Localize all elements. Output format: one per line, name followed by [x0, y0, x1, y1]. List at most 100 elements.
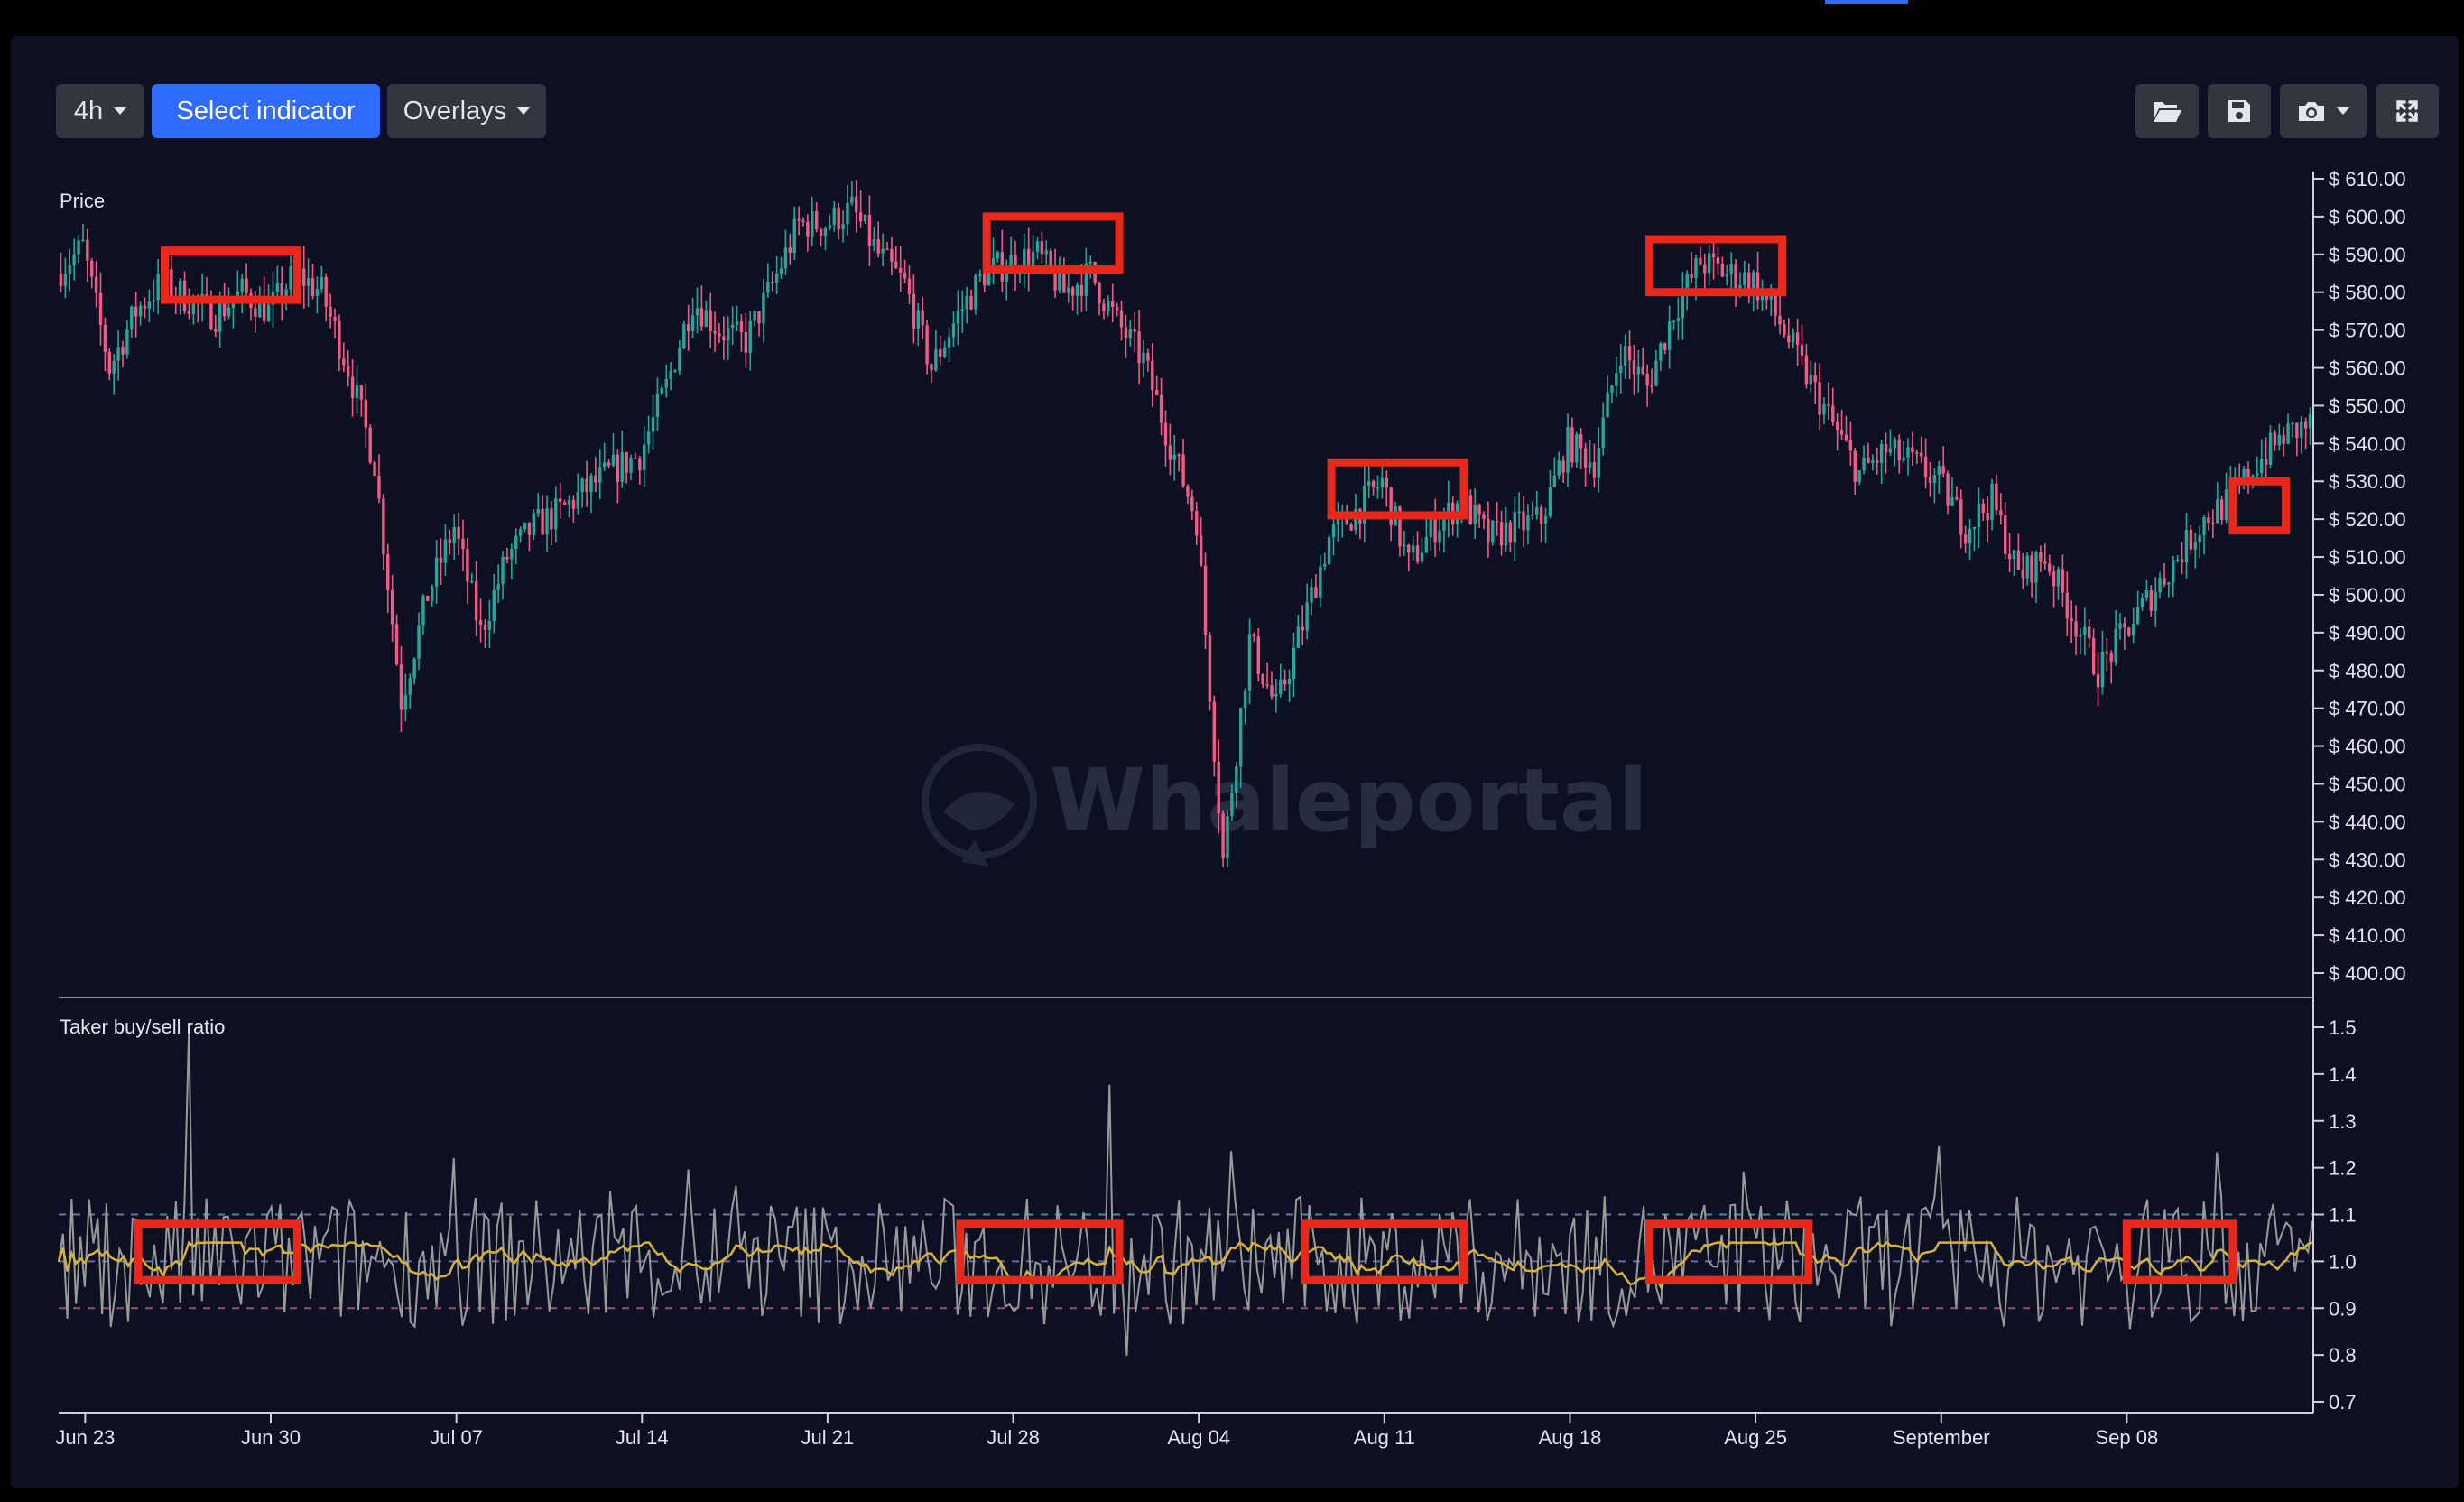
candle-body [368, 427, 372, 463]
candle-body [421, 595, 425, 626]
candle-body [68, 265, 71, 274]
candle-body [2303, 421, 2308, 429]
candle-body [855, 196, 858, 213]
candle-body [921, 310, 924, 326]
chart-toolbar: 4h Select indicator Overlays [11, 36, 2459, 162]
candle-body [1415, 545, 1420, 562]
candle-body [832, 207, 836, 226]
candle-body [1283, 679, 1287, 685]
candle-body [828, 225, 832, 228]
chevron-down-icon [2337, 107, 2349, 115]
candle-body [302, 268, 306, 286]
candle-body [1972, 526, 1977, 530]
candle-body [121, 347, 125, 355]
interval-label: 4h [73, 96, 104, 125]
candle-body [571, 500, 576, 509]
candle-body [2070, 618, 2073, 622]
candle-body [2198, 535, 2201, 542]
candle-body [885, 248, 889, 251]
candle-body [718, 333, 721, 337]
select-indicator-button[interactable]: Select indicator [152, 84, 380, 138]
candle-body [2004, 515, 2007, 554]
overlays-dropdown[interactable]: Overlays [387, 84, 546, 138]
candle-body [1583, 448, 1588, 468]
candle-body [377, 476, 381, 499]
ratio-tick-label: 1.4 [2329, 1063, 2357, 1086]
candle-body [925, 325, 929, 365]
candle-body [1447, 502, 1450, 518]
candle-body [1672, 320, 1676, 323]
candle-body [1261, 673, 1264, 685]
candle-body [2131, 624, 2135, 636]
date-tick-label: Jul 07 [430, 1426, 483, 1449]
candle-body [983, 274, 987, 286]
chevron-down-icon [114, 107, 127, 115]
candle-body [1398, 506, 1402, 547]
candle-body [811, 211, 814, 237]
candle-body [266, 304, 271, 321]
candle-body [1729, 264, 1733, 274]
select-indicator-label: Select indicator [176, 96, 356, 125]
candle-body [1314, 587, 1318, 598]
candle-body [1941, 465, 1945, 474]
candle-body [2167, 582, 2171, 585]
candle-body [289, 266, 292, 290]
ratio-tick-label: 1.3 [2329, 1110, 2357, 1133]
candle-body [125, 329, 129, 355]
candle-body [598, 467, 602, 483]
candle-body [1305, 602, 1309, 631]
screenshot-dropdown[interactable] [2280, 84, 2367, 138]
candle-body [1720, 264, 1725, 277]
open-layout-button[interactable] [2135, 84, 2199, 138]
candle-body [2180, 559, 2184, 562]
candle-body [1694, 257, 1698, 278]
candle-body [1235, 766, 1238, 793]
candle-body [1274, 693, 1278, 697]
ratio-highlight-box [2122, 1219, 2237, 1284]
candle-body [788, 247, 792, 253]
candle-body [1026, 248, 1031, 269]
candle-body [1075, 284, 1079, 296]
price-tick-label: $ 550.00 [2329, 394, 2406, 417]
candle-body [1371, 481, 1376, 487]
candle-body [625, 452, 628, 473]
candle-body [1822, 404, 1826, 415]
candle-body [373, 462, 376, 477]
candle-body [382, 498, 385, 555]
fullscreen-button[interactable] [2376, 84, 2439, 138]
candle-body [461, 538, 465, 550]
candle-body [1301, 626, 1304, 631]
candle-body [1588, 462, 1592, 468]
candle-body [262, 297, 266, 321]
candle-body [1888, 448, 1893, 453]
candle-body [426, 595, 430, 601]
interval-dropdown[interactable]: 4h [56, 84, 144, 138]
candle-body [514, 535, 518, 550]
price-tick-label: $ 540.00 [2329, 432, 2406, 455]
candle-body [1862, 457, 1866, 471]
price-tick-label: $ 420.00 [2329, 886, 2406, 909]
candle-body [417, 625, 421, 660]
whale-logo-icon [922, 744, 1037, 867]
candle-body [2286, 423, 2290, 444]
save-layout-button[interactable] [2208, 84, 2271, 138]
candle-body [2295, 422, 2299, 438]
candle-body [1999, 510, 2003, 515]
candle-body [1159, 395, 1163, 423]
candle-body [1102, 303, 1106, 311]
candle-body [1835, 421, 1839, 431]
candle-body [1636, 366, 1641, 375]
candle-body [1424, 537, 1429, 553]
candle-body [1177, 454, 1181, 457]
candle-body [1146, 353, 1150, 361]
candle-body [2039, 552, 2043, 562]
candle-body [1809, 375, 1813, 385]
candle-body [474, 580, 478, 621]
candle-body [554, 498, 558, 530]
date-tick-label: Jul 21 [801, 1426, 855, 1449]
candle-body [1566, 427, 1570, 473]
candle-body [1570, 427, 1574, 463]
candle-body [329, 306, 332, 317]
candle-body [660, 387, 664, 394]
